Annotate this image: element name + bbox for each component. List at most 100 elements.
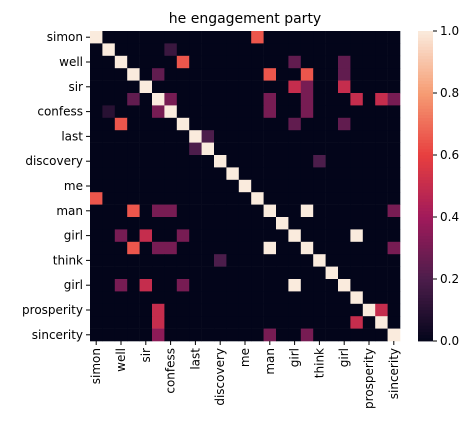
cell (300, 328, 314, 342)
cell (114, 93, 128, 106)
cell (90, 68, 103, 81)
cell (152, 105, 165, 119)
cell (325, 55, 339, 69)
cell (288, 68, 302, 81)
cell (362, 68, 376, 81)
cell (387, 204, 401, 218)
cell (387, 130, 401, 143)
cell (176, 229, 190, 243)
cell (226, 80, 240, 94)
cell (127, 316, 140, 329)
cell (152, 254, 165, 267)
cell (176, 254, 190, 267)
cell (226, 142, 240, 156)
cell (251, 105, 264, 119)
cell (313, 192, 326, 205)
colorbar-segment (418, 102, 433, 106)
cell (251, 254, 264, 267)
colorbar-segment (418, 282, 433, 286)
cell (387, 254, 401, 267)
colorbar-segment (418, 62, 433, 66)
cell (350, 117, 364, 131)
cell (313, 328, 326, 342)
cell (238, 266, 252, 280)
cell (102, 93, 116, 106)
cell (164, 291, 178, 305)
cell (387, 291, 401, 305)
colorbar-segment (418, 291, 433, 295)
cell (362, 142, 376, 156)
cell (152, 117, 165, 131)
cell (176, 241, 190, 255)
cell (288, 303, 302, 317)
colorbar-segment (418, 40, 433, 44)
cell (251, 241, 264, 255)
cell (263, 155, 277, 168)
cell (251, 192, 264, 205)
cell (362, 80, 376, 94)
colorbar-segment (418, 322, 433, 326)
cell (263, 316, 277, 329)
cell (152, 266, 165, 280)
cell (350, 93, 364, 106)
cell (127, 105, 140, 119)
colorbar-segment (418, 325, 433, 329)
cell (164, 266, 178, 280)
cell (90, 80, 103, 94)
cell (300, 43, 314, 57)
cell (114, 68, 128, 81)
cell (387, 68, 401, 81)
cell (362, 328, 376, 342)
cell (102, 192, 116, 205)
cell (226, 204, 240, 218)
cell (164, 155, 178, 168)
cell (214, 43, 227, 57)
cell (263, 68, 277, 81)
cell (263, 105, 277, 119)
cell (263, 192, 277, 205)
cell (176, 279, 190, 292)
colorbar-segment (418, 337, 433, 342)
cell (276, 155, 289, 168)
colorbar-segment (418, 226, 433, 230)
cell (214, 254, 227, 267)
colorbar-segment (418, 164, 433, 168)
colorbar-segment (418, 108, 433, 112)
cell (189, 279, 202, 292)
cell (189, 266, 202, 280)
cell (238, 68, 252, 81)
cell (238, 142, 252, 156)
cell (387, 241, 401, 255)
cell (201, 279, 215, 292)
cell (90, 167, 103, 181)
cell (164, 117, 178, 131)
cell (90, 192, 103, 205)
colorbar-segment (418, 303, 433, 308)
cell (164, 241, 178, 255)
x-tick-label: me (238, 348, 252, 367)
cell (189, 142, 202, 156)
cell (387, 266, 401, 280)
colorbar-segment (418, 204, 433, 209)
cell (164, 179, 178, 193)
cell (152, 155, 165, 168)
cell (313, 80, 326, 94)
cell (288, 155, 302, 168)
cell (263, 55, 277, 69)
cell (263, 229, 277, 243)
cell (127, 291, 140, 305)
cell (338, 266, 351, 280)
cell (176, 192, 190, 205)
colorbar-segment (418, 151, 433, 156)
cell (338, 279, 351, 292)
cell (276, 167, 289, 181)
colorbar-segment (418, 176, 433, 181)
x-tick-label: confess (164, 348, 178, 394)
cell (276, 31, 289, 44)
cell (325, 117, 339, 131)
cell (90, 31, 103, 44)
cell (214, 217, 227, 230)
cell (238, 80, 252, 94)
cell (214, 117, 227, 131)
cell (201, 105, 215, 119)
